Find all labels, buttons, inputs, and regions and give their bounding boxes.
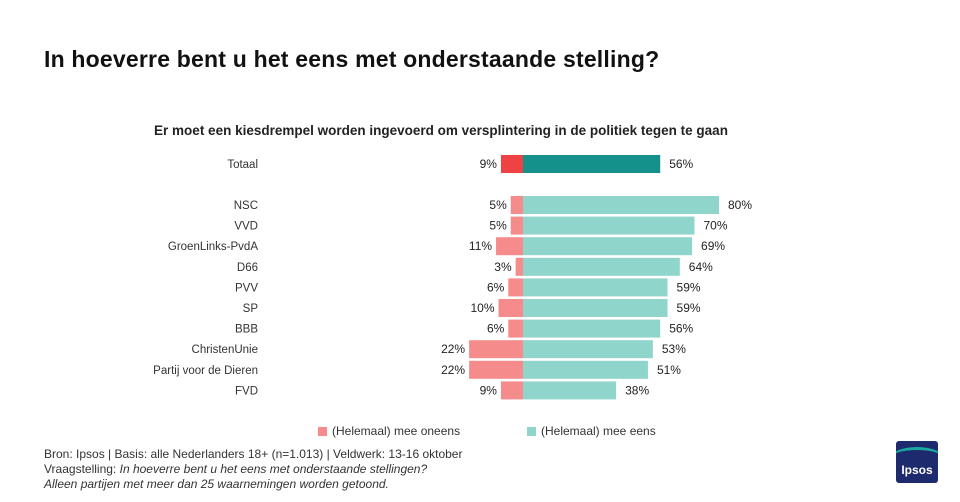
- category-label-partij-voor-de-dieren: Partij voor de Dieren: [153, 365, 258, 377]
- bar-disagree-totaal: [500, 155, 523, 173]
- category-label-nsc: NSC: [234, 200, 258, 212]
- category-label-fvd: FVD: [235, 385, 258, 397]
- category-label-groenlinks-pvda: GroenLinks-PvdA: [168, 241, 258, 253]
- bar-agree-fvd: [523, 381, 617, 400]
- bar-agree-christenunie: [523, 340, 653, 359]
- legend-swatch-disagree: [318, 426, 327, 436]
- data-label-disagree-sp: 10%: [470, 301, 494, 315]
- data-label-agree-groenlinks-pvda: 69%: [701, 239, 725, 253]
- data-label-agree-christenunie: 53%: [662, 342, 686, 356]
- data-label-disagree-vvd: 5%: [489, 219, 507, 233]
- category-label-bbb: BBB: [235, 324, 258, 336]
- data-label-agree-totaal: 56%: [669, 157, 693, 171]
- data-label-disagree-pvv: 6%: [487, 280, 505, 294]
- category-label-sp: SP: [243, 303, 259, 315]
- footer-question-text: In hoeverre bent u het eens met ondersta…: [119, 462, 428, 476]
- data-label-agree-bbb: 56%: [669, 322, 693, 336]
- bar-agree-partij-voor-de-dieren: [523, 360, 648, 379]
- bar-disagree-nsc: [510, 196, 523, 214]
- data-label-agree-pvv: 59%: [677, 280, 701, 294]
- data-label-disagree-nsc: 5%: [489, 198, 507, 212]
- data-label-disagree-fvd: 9%: [480, 383, 498, 397]
- data-label-agree-nsc: 80%: [728, 198, 752, 212]
- data-label-disagree-groenlinks-pvda: 11%: [469, 239, 492, 253]
- footer-notes: Bron: Ipsos | Basis: alle Nederlanders 1…: [44, 447, 462, 492]
- bar-agree-totaal: [523, 155, 661, 173]
- legend-label-disagree: (Helemaal) mee oneens: [332, 424, 461, 438]
- bar-disagree-sp: [498, 299, 523, 317]
- diverging-bar-chart: Totaal 9% 56% NSC 5% 80% VVD 5% 70% GroenLinks-Pv…: [153, 155, 752, 400]
- bar-disagree-pvv: [508, 278, 523, 297]
- bar-disagree-bbb: [508, 319, 523, 338]
- page-title: In hoeverre bent u het eens met ondersta…: [44, 46, 660, 72]
- bar-disagree-groenlinks-pvda: [496, 237, 523, 256]
- legend-swatch-agree: [527, 426, 536, 436]
- bar-agree-bbb: [523, 319, 661, 338]
- bar-agree-d66: [523, 257, 680, 276]
- bar-disagree-d66: [515, 257, 523, 276]
- bar-disagree-partij-voor-de-dieren: [469, 360, 523, 379]
- legend-label-agree: (Helemaal) mee eens: [541, 424, 656, 438]
- footer-note: Alleen partijen met meer dan 25 waarnemi…: [44, 477, 389, 491]
- bar-disagree-vvd: [510, 216, 523, 235]
- data-label-disagree-bbb: 6%: [487, 322, 505, 336]
- category-label-pvv: PVV: [235, 282, 258, 294]
- logo-text: Ipsos: [901, 463, 933, 477]
- chart-title: Er moet een kiesdrempel worden ingevoerd…: [154, 123, 728, 138]
- bar-disagree-fvd: [500, 381, 523, 400]
- bar-agree-nsc: [523, 196, 719, 214]
- category-label-d66: D66: [237, 262, 258, 274]
- data-label-agree-d66: 64%: [689, 260, 713, 274]
- bar-agree-vvd: [523, 216, 695, 235]
- data-label-agree-sp: 59%: [677, 301, 701, 315]
- data-label-disagree-d66: 3%: [494, 260, 512, 274]
- data-label-disagree-christenunie: 22%: [441, 342, 465, 356]
- legend-item-disagree: (Helemaal) mee oneens: [318, 424, 460, 438]
- data-label-agree-vvd: 70%: [704, 219, 728, 233]
- footer-question: Vraagstelling: In hoeverre bent u het ee…: [44, 462, 462, 477]
- category-label-christenunie: ChristenUnie: [192, 344, 258, 356]
- logo-wave-icon: [896, 447, 938, 470]
- ipsos-logo: Ipsos: [896, 441, 938, 483]
- data-label-disagree-partij-voor-de-dieren: 22%: [441, 363, 465, 377]
- footer-source: Bron: Ipsos | Basis: alle Nederlanders 1…: [44, 447, 463, 461]
- data-label-agree-partij-voor-de-dieren: 51%: [657, 363, 681, 377]
- bar-agree-pvv: [523, 278, 668, 297]
- category-label-totaal: Totaal: [227, 159, 258, 171]
- footer-question-label: Vraagstelling:: [44, 462, 120, 476]
- category-label-vvd: VVD: [234, 221, 258, 233]
- bar-disagree-christenunie: [469, 340, 523, 359]
- legend-item-agree: (Helemaal) mee eens: [527, 424, 656, 438]
- bar-agree-sp: [523, 299, 668, 317]
- data-label-disagree-totaal: 9%: [480, 157, 498, 171]
- bar-agree-groenlinks-pvda: [523, 237, 693, 256]
- data-label-agree-fvd: 38%: [625, 383, 649, 397]
